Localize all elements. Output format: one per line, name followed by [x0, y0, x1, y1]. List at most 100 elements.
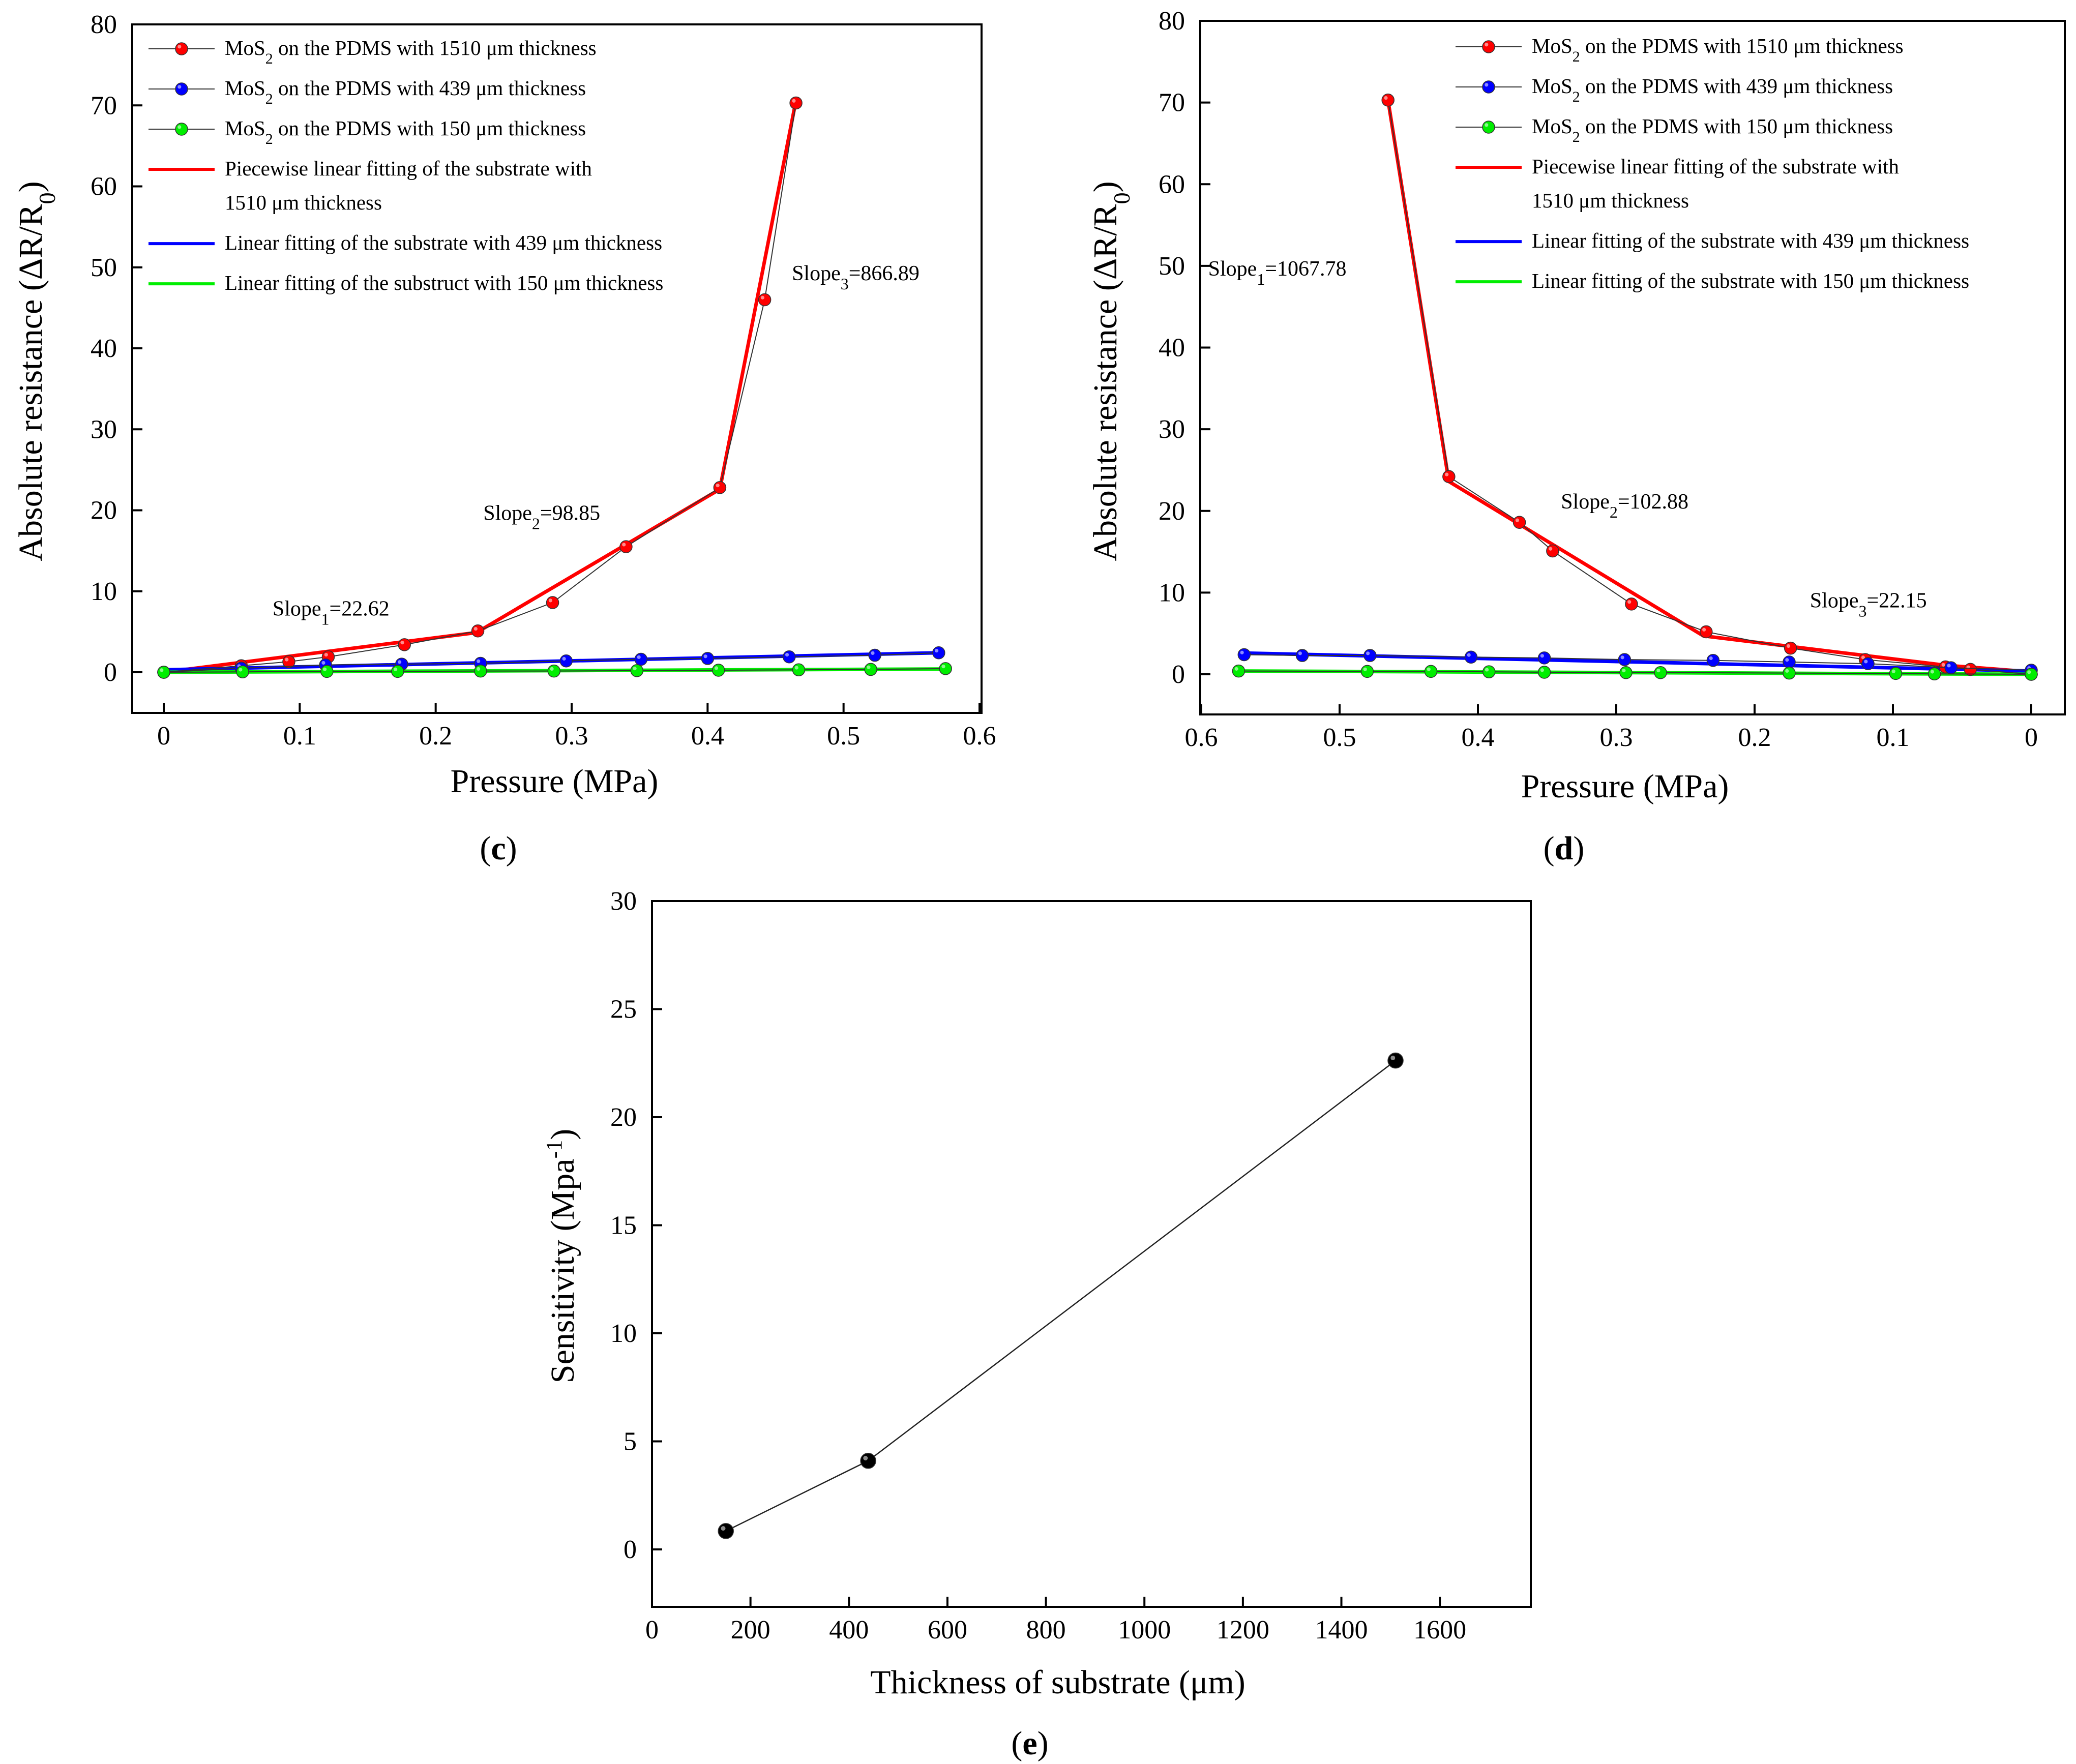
data-point [236, 665, 249, 678]
x-axis-label-c: Pressure (MPa) [451, 763, 659, 800]
series-line [163, 103, 797, 673]
data-point [1654, 666, 1667, 679]
data-point [718, 1523, 734, 1539]
y-tick-label: 70 [91, 91, 117, 120]
data-point [1619, 666, 1633, 679]
y-tick-label: 25 [610, 995, 637, 1024]
data-point [474, 664, 487, 678]
slope-annotation: Slope3=866.89 [792, 262, 920, 293]
x-tick-label: 0.2 [1738, 723, 1771, 752]
legend-label: MoS2 on the PDMS with 439 μm thickness [225, 76, 586, 107]
data-point [1783, 655, 1796, 669]
data-point [932, 646, 945, 660]
y-tick-label: 30 [1159, 415, 1185, 444]
y-ticks-c: 0 10 20 30 40 50 60 70 80 [91, 10, 142, 687]
data-point [1360, 665, 1374, 678]
x-tick-label: 0.4 [691, 722, 724, 751]
legend-label: MoS2 on the PDMS with 1510 μm thickness [225, 36, 597, 67]
y-tick-label: 20 [91, 496, 117, 525]
data-point [1512, 516, 1526, 529]
y-tick-label: 60 [1159, 170, 1185, 199]
x-tick-label: 0.1 [1877, 723, 1910, 752]
data-point [1237, 648, 1251, 662]
x-tick-label: 0.6 [963, 722, 996, 751]
data-series-d [1232, 94, 2038, 681]
data-series-c [157, 96, 952, 679]
y-tick-label: 0 [104, 658, 117, 687]
data-point [320, 665, 334, 678]
legend-label: MoS2 on the PDMS with 1510 μm thickness [1532, 34, 1904, 65]
x-tick-label: 1400 [1315, 1616, 1368, 1645]
series-line [725, 1060, 1396, 1532]
legend-label: MoS2 on the PDMS with 439 μm thickness [1532, 74, 1893, 105]
data-point [175, 42, 188, 55]
y-tick-label: 70 [1159, 88, 1185, 117]
fit-lines-c [163, 100, 946, 674]
x-tick-label: 0.5 [827, 722, 860, 751]
x-ticks-d: 0.6 0.5 0.4 0.3 0.2 0.1 0 [1185, 704, 2038, 752]
legend-d: MoS2 on the PDMS with 1510 μm thickness M… [1456, 34, 1969, 292]
data-point [1464, 650, 1478, 664]
y-tick-label: 15 [610, 1211, 637, 1240]
data-point [1363, 649, 1377, 662]
data-point [868, 648, 881, 662]
legend-label: Linear fitting of the substrate with 150… [1532, 269, 1969, 292]
legend-item: Linear fitting of the substrate with 439… [1456, 229, 1969, 252]
y-tick-label: 30 [91, 415, 117, 444]
plot-frame-d [1199, 20, 2066, 715]
legend-item: MoS2 on the PDMS with 150 μm thickness [1456, 114, 1893, 145]
y-tick-label: 20 [610, 1103, 637, 1132]
data-point [1387, 1052, 1404, 1069]
x-tick-label: 0.2 [419, 722, 452, 751]
y-tick-label: 10 [610, 1319, 637, 1348]
x-tick-label: 0.4 [1462, 723, 1495, 752]
y-tick-label: 60 [91, 172, 117, 201]
data-point [1295, 649, 1309, 662]
y-tick-label: 10 [1159, 578, 1185, 607]
data-point [713, 481, 727, 494]
x-tick-label: 0.6 [1185, 723, 1218, 752]
legend-label: Linear fitting of the substrate with 439… [1532, 229, 1969, 252]
data-point [1964, 663, 1977, 676]
legend-item: Linear fitting of the substruct with 150… [149, 271, 663, 294]
legend-label: Piecewise linear fitting of the substrat… [225, 157, 592, 180]
x-tick-label: 0 [157, 722, 170, 751]
legend-item: MoS2 on the PDMS with 150 μm thickness [149, 116, 586, 147]
data-point [546, 596, 559, 609]
x-tick-label: 800 [1026, 1616, 1066, 1645]
data-point [1424, 665, 1438, 678]
slope-annotation: Slope1=22.62 [273, 597, 390, 629]
chart-panel-c: 0 0.1 0.2 0.3 0.4 0.5 0.6 0 10 20 30 40 50 60 70 80 Sl… [12, 10, 996, 867]
data-point [1944, 661, 1958, 674]
legend-item: MoS2 on the PDMS with 1510 μm thickness [1456, 34, 1904, 65]
data-series-e [718, 1052, 1404, 1539]
data-point [1625, 597, 1638, 611]
y-axis-label-e: Sensitivity (Mpa-1) [542, 1129, 582, 1383]
data-point [1700, 625, 1713, 639]
data-point [1482, 80, 1495, 94]
y-tick-label: 40 [91, 334, 117, 363]
data-point [282, 655, 295, 669]
data-point [175, 123, 188, 136]
data-point [711, 664, 725, 677]
chart-panel-e: 0 200 400 600 800 1000 1200 1400 1600 0 5 10 15 20 25… [542, 887, 1532, 1762]
slope-annotation: Slope3=22.15 [1810, 589, 1927, 620]
data-point [559, 654, 573, 668]
y-tick-label: 0 [624, 1535, 637, 1564]
y-axis-label-c: Absolute resistance (ΔR/R0) [12, 181, 60, 561]
x-ticks-c: 0 0.1 0.2 0.3 0.4 0.5 0.6 [157, 703, 996, 751]
x-tick-label: 0 [2025, 723, 2038, 752]
y-tick-label: 40 [1159, 334, 1185, 363]
panel-label-c: (c) [480, 830, 517, 867]
y-tick-label: 50 [91, 253, 117, 282]
series-line [1387, 100, 2032, 675]
legend-label: Piecewise linear fitting of the substrat… [1532, 155, 1899, 178]
data-point [789, 96, 803, 110]
fit-lines-d [1238, 100, 2032, 676]
y-tick-label: 5 [624, 1427, 637, 1456]
y-ticks-e: 0 5 10 15 20 25 30 [610, 887, 662, 1564]
y-ticks-d: 0 10 20 30 40 50 60 70 80 [1159, 7, 1210, 689]
data-point [1537, 666, 1551, 679]
y-tick-label: 50 [1159, 252, 1185, 281]
fit-line [1386, 100, 2032, 674]
